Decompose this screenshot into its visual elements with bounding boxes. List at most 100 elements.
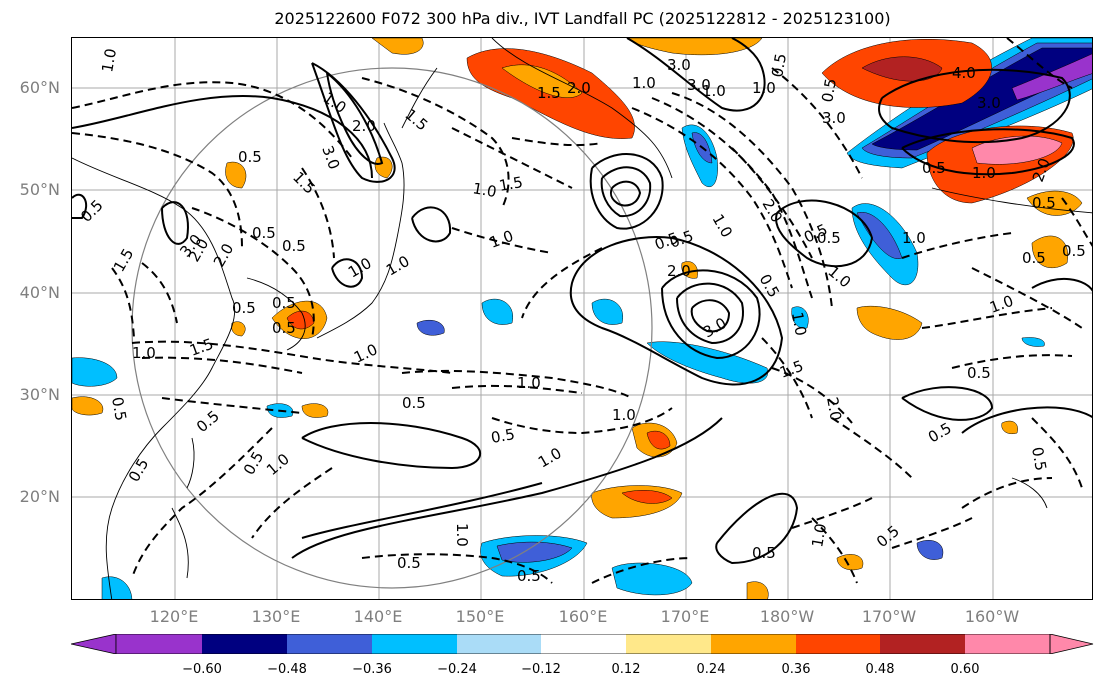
contour-label: 1.0 — [902, 229, 926, 247]
shade-pos-korea-core — [286, 310, 315, 330]
lat-label-20n: 20°N — [19, 487, 60, 506]
contour-pos-7 — [569, 236, 784, 386]
contour-pos-2 — [311, 62, 396, 183]
contour-pos-3 — [326, 72, 384, 165]
contour-label: 1.0 — [752, 79, 776, 97]
reference-circle — [131, 67, 653, 589]
contour-pos-6 — [609, 180, 642, 207]
contour-pos-8 — [661, 269, 761, 360]
contour-label: 1.5 — [537, 84, 561, 102]
contour-label: 1.0 — [632, 74, 656, 92]
contour-neg-3 — [191, 207, 315, 339]
shade-pos-s-edge — [746, 581, 769, 599]
contour-pos-14 — [301, 422, 482, 470]
contour-label: 1.5 — [187, 335, 216, 360]
contour-pos-11 — [775, 199, 874, 268]
contour-label: 0.5 — [1062, 242, 1086, 260]
contour-pos-25 — [1031, 277, 1092, 292]
contour-neg-2 — [72, 132, 243, 249]
contour-label: 0.5 — [240, 448, 268, 478]
contour-neg-28 — [1031, 417, 1083, 489]
shade-neg-c-small2 — [481, 298, 514, 325]
contour-label: 1.0 — [987, 292, 1016, 317]
colorbar-bin — [116, 634, 202, 654]
contour-label: 1.0 — [263, 450, 293, 479]
contour-neg-5 — [451, 127, 573, 189]
contour-label: 1.0 — [471, 179, 498, 201]
shade-pos-n-pacific-inner — [501, 64, 583, 98]
contour-label: 3.0 — [667, 56, 691, 74]
shade-neg-e-tiny — [1021, 337, 1045, 347]
contour-label: 1.0 — [98, 47, 120, 74]
colorbar-tick-label: −0.24 — [437, 662, 477, 677]
contour-neg-25 — [921, 307, 1053, 329]
contour-label: 0.5 — [768, 52, 790, 79]
contour-pos-13 — [901, 128, 1075, 176]
colorbar-bin — [541, 634, 626, 654]
contour-neg-23 — [901, 232, 1013, 259]
contour-neg-32 — [961, 477, 1053, 509]
contour-neg-20 — [491, 407, 673, 435]
contour-label: 0.5 — [817, 229, 841, 247]
contour-pos-5 — [600, 166, 652, 218]
shade-neg-sw-corner — [101, 576, 133, 599]
shade-pos-n-small — [371, 38, 424, 55]
lat-label-50n: 50°N — [19, 180, 60, 199]
colorbar-under-arrow — [71, 634, 117, 654]
contour-neg-31 — [891, 517, 973, 549]
contour-label: 1.0 — [320, 89, 350, 117]
contour-label: 0.5 — [1022, 249, 1046, 267]
colorbar-bin — [457, 634, 541, 654]
colorbar-tick-label: 0.36 — [781, 662, 811, 677]
contour-label: 1.0 — [351, 340, 380, 366]
contour-neg-14 — [141, 356, 303, 374]
lon-label-160w: 160°W — [964, 607, 1020, 626]
shade-neg-c-small3 — [591, 298, 624, 325]
contour-neg-22 — [761, 337, 813, 419]
contour-label: 2.0 — [823, 396, 845, 423]
contour-pos-22 — [161, 201, 189, 245]
contour-neg-12 — [521, 247, 603, 319]
coast-hawaii — [1011, 477, 1048, 509]
contour-neg-9 — [671, 92, 833, 309]
contour-neg-6 — [451, 227, 553, 254]
shade-neg-ne-peak — [1011, 53, 1092, 101]
contour-pos-21 — [331, 258, 364, 288]
lat-label-30n: 30°N — [19, 385, 60, 404]
shade-neg-c-small1 — [416, 319, 445, 336]
contour-label: 1.0 — [487, 227, 516, 252]
contour-neg-4 — [361, 77, 510, 209]
contour-pos-17 — [901, 386, 994, 421]
contour-label: 2.0 — [352, 117, 376, 135]
colorbar-bin — [796, 634, 880, 654]
shade-pos-ne-small — [1026, 190, 1083, 216]
colorbar-bin — [626, 634, 711, 654]
colorbar-tick-label: −0.48 — [267, 662, 307, 677]
shade-neg-se-small — [916, 540, 944, 560]
contour-neg-7 — [631, 107, 793, 289]
coast-philippines — [171, 507, 189, 579]
contour-label: 1.0 — [612, 406, 636, 424]
contour-neg-10 — [771, 67, 863, 179]
contour-pos-16 — [301, 482, 543, 539]
map-plot: 1.0 2.0 1.0 1.5 3.0 0.5 1.5 0.5 0.5 3.0 … — [72, 38, 1092, 599]
shade-pos-w-coast — [72, 396, 104, 416]
contour-label: 0.5 — [818, 77, 840, 104]
shade-pos-se-tiny — [1001, 420, 1018, 434]
contour-pos-10 — [690, 299, 731, 333]
contour-pos-24 — [626, 38, 766, 112]
contour-label: 2.0 — [759, 196, 787, 226]
contour-label: 1.0 — [517, 374, 541, 392]
contour-label: 0.5 — [282, 237, 306, 255]
contour-label: 1.0 — [972, 164, 996, 182]
colorbar-tick-label: 0.48 — [865, 662, 895, 677]
colorbar-tick-label: 0.60 — [950, 662, 980, 677]
coast-sakhalin — [401, 67, 438, 129]
contour-label: 0.5 — [125, 455, 153, 485]
contour-label: 1.5 — [289, 168, 319, 198]
shade-neg-s-small — [611, 562, 693, 596]
colorbar-bin — [202, 634, 287, 654]
contour-pos-18 — [961, 406, 1092, 434]
contour-neg-13 — [131, 340, 453, 374]
shade-pos-e-band — [856, 305, 923, 340]
